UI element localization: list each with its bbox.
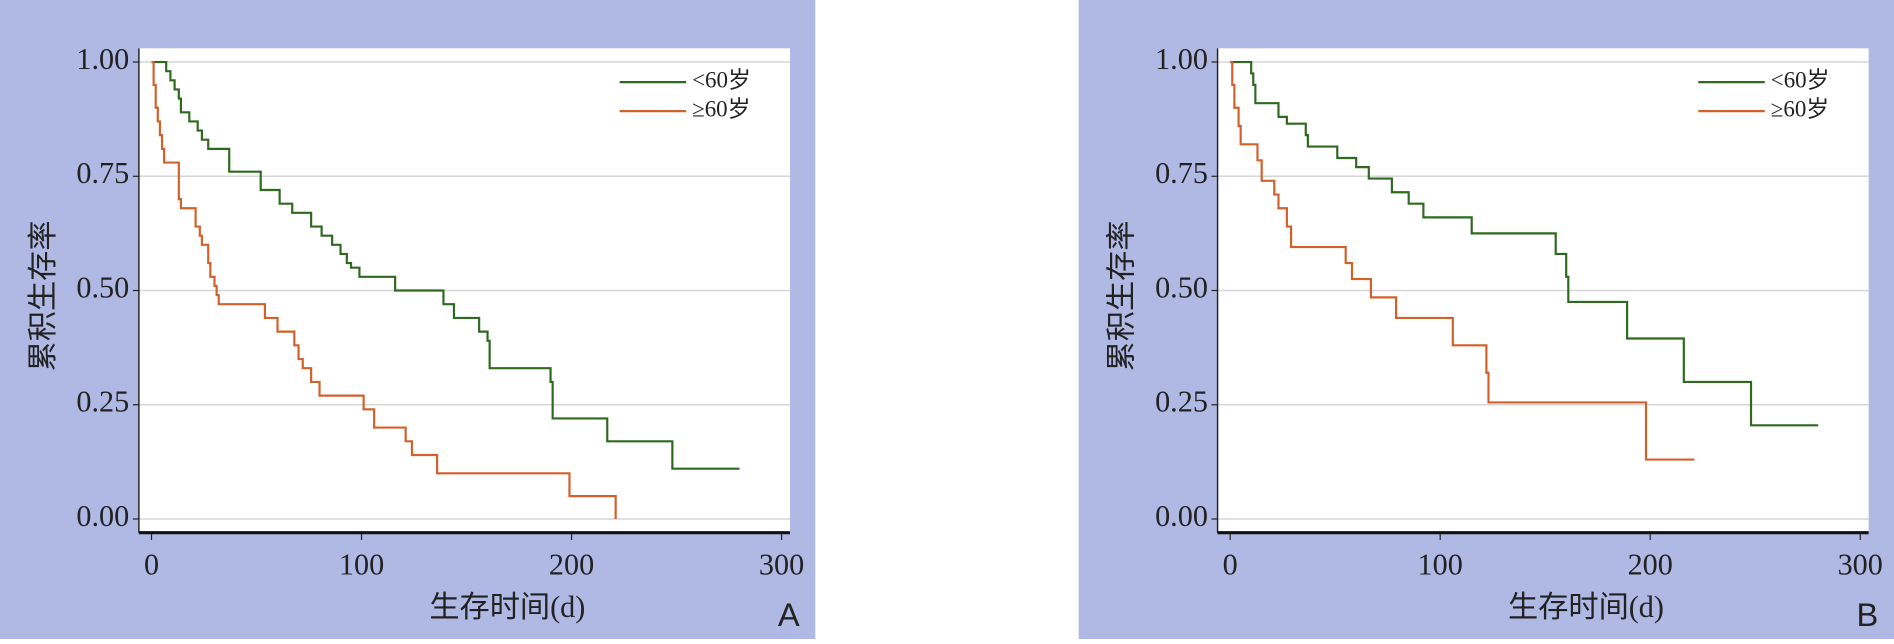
x-tick-label: 0 bbox=[144, 548, 159, 582]
x-axis-title: 生存时间(d) bbox=[429, 590, 585, 624]
x-tick-label: 0 bbox=[1223, 548, 1238, 582]
y-tick-label: 0.00 bbox=[76, 499, 129, 533]
survival-curve bbox=[151, 60, 740, 470]
legend-label: ≥60岁 bbox=[692, 96, 750, 121]
legend-label: ≥60岁 bbox=[1771, 96, 1829, 121]
panel-label: B bbox=[1857, 596, 1879, 633]
y-tick-label: 0.50 bbox=[76, 270, 129, 304]
y-tick-label: 1.00 bbox=[1155, 42, 1208, 76]
y-tick-label: 0.75 bbox=[1155, 156, 1208, 190]
x-tick-label: 100 bbox=[339, 548, 384, 582]
y-tick-label: 0.25 bbox=[76, 385, 129, 419]
survival-curve bbox=[151, 60, 617, 519]
survival-curve bbox=[1230, 60, 1695, 461]
x-tick-label: 300 bbox=[759, 548, 804, 582]
x-tick-label: 300 bbox=[1838, 548, 1883, 582]
x-tick-label: 200 bbox=[549, 548, 594, 582]
y-tick-label: 0.75 bbox=[76, 156, 129, 190]
y-tick-label: 0.00 bbox=[1155, 499, 1208, 533]
survival-curve bbox=[1230, 60, 1819, 427]
x-tick-label: 100 bbox=[1418, 548, 1463, 582]
y-axis-title: 累积生存率 bbox=[26, 220, 60, 371]
panel-label: A bbox=[778, 596, 800, 633]
legend-label: <60岁 bbox=[1771, 67, 1830, 92]
x-axis-title: 生存时间(d) bbox=[1508, 590, 1664, 624]
y-tick-label: 0.50 bbox=[1155, 270, 1208, 304]
legend-label: <60岁 bbox=[692, 67, 751, 92]
y-axis-title: 累积生存率 bbox=[1104, 220, 1138, 371]
y-tick-label: 1.00 bbox=[76, 42, 129, 76]
x-tick-label: 200 bbox=[1628, 548, 1673, 582]
y-tick-label: 0.25 bbox=[1155, 385, 1208, 419]
